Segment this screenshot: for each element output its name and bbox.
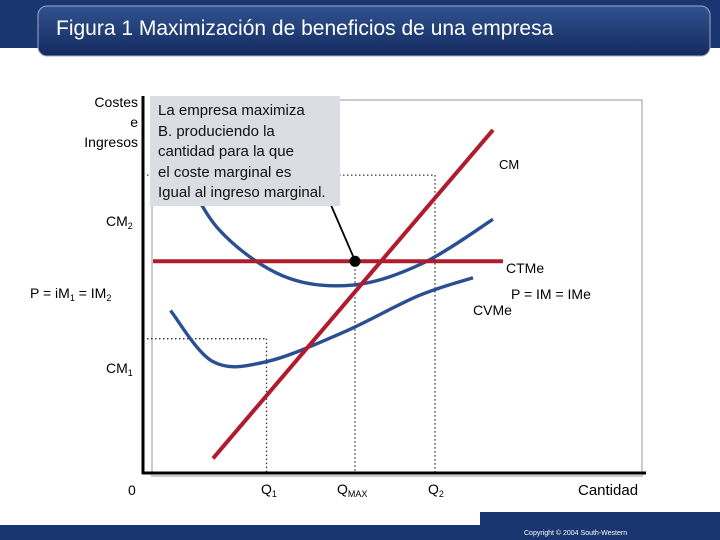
title-box: [37, 5, 711, 57]
max-profit-point: [349, 255, 361, 267]
annotation-line-3: cantidad para la que: [158, 143, 294, 160]
series-label-price: P = IM = IMe: [511, 286, 591, 302]
series-label-cm: CM: [499, 157, 520, 172]
origin-label: 0: [128, 482, 136, 498]
y-tick-label-cm1: CM1: [106, 360, 133, 378]
y-axis-label-line-1: Costes: [94, 94, 138, 110]
x-tick-label-q1: Q1: [261, 481, 277, 499]
y-axis-label-line-2: e: [130, 114, 138, 130]
x-tick-label-qmax: QMAX: [337, 481, 368, 499]
x-axis-label: Cantidad: [578, 482, 639, 499]
y-axis-label-line-3: Ingresos: [84, 134, 138, 150]
y-tick-label-cm2: CM2: [106, 213, 133, 231]
annotation-box: La empresa maximiza B. produciendo la ca…: [150, 96, 340, 206]
annotation-line-2: B. produciendo la: [158, 122, 275, 140]
bottom-bar-right: [480, 512, 720, 540]
series-line-cm: [211, 128, 495, 460]
series-line-ctme: [176, 158, 494, 288]
y-axis-label: Costes e Ingresos: [62, 92, 138, 152]
page-title: Figura 1 Maximización de beneficios de u…: [56, 17, 554, 40]
copyright-text: Copyright © 2004 South-Western: [524, 530, 628, 537]
annotation-line-4: el coste marginal es: [158, 163, 292, 181]
series-label-cvme: CVMe: [473, 302, 512, 318]
y-tick-label-price: P = iM1 = IM2: [30, 285, 112, 303]
annotation-line-1: La empresa maximiza: [158, 102, 305, 119]
annotation-line-5: Igual al ingreso marginal.: [158, 184, 326, 201]
x-tick-label-q2: Q2: [428, 481, 444, 499]
series-label-ctme: CTMe: [506, 260, 545, 276]
